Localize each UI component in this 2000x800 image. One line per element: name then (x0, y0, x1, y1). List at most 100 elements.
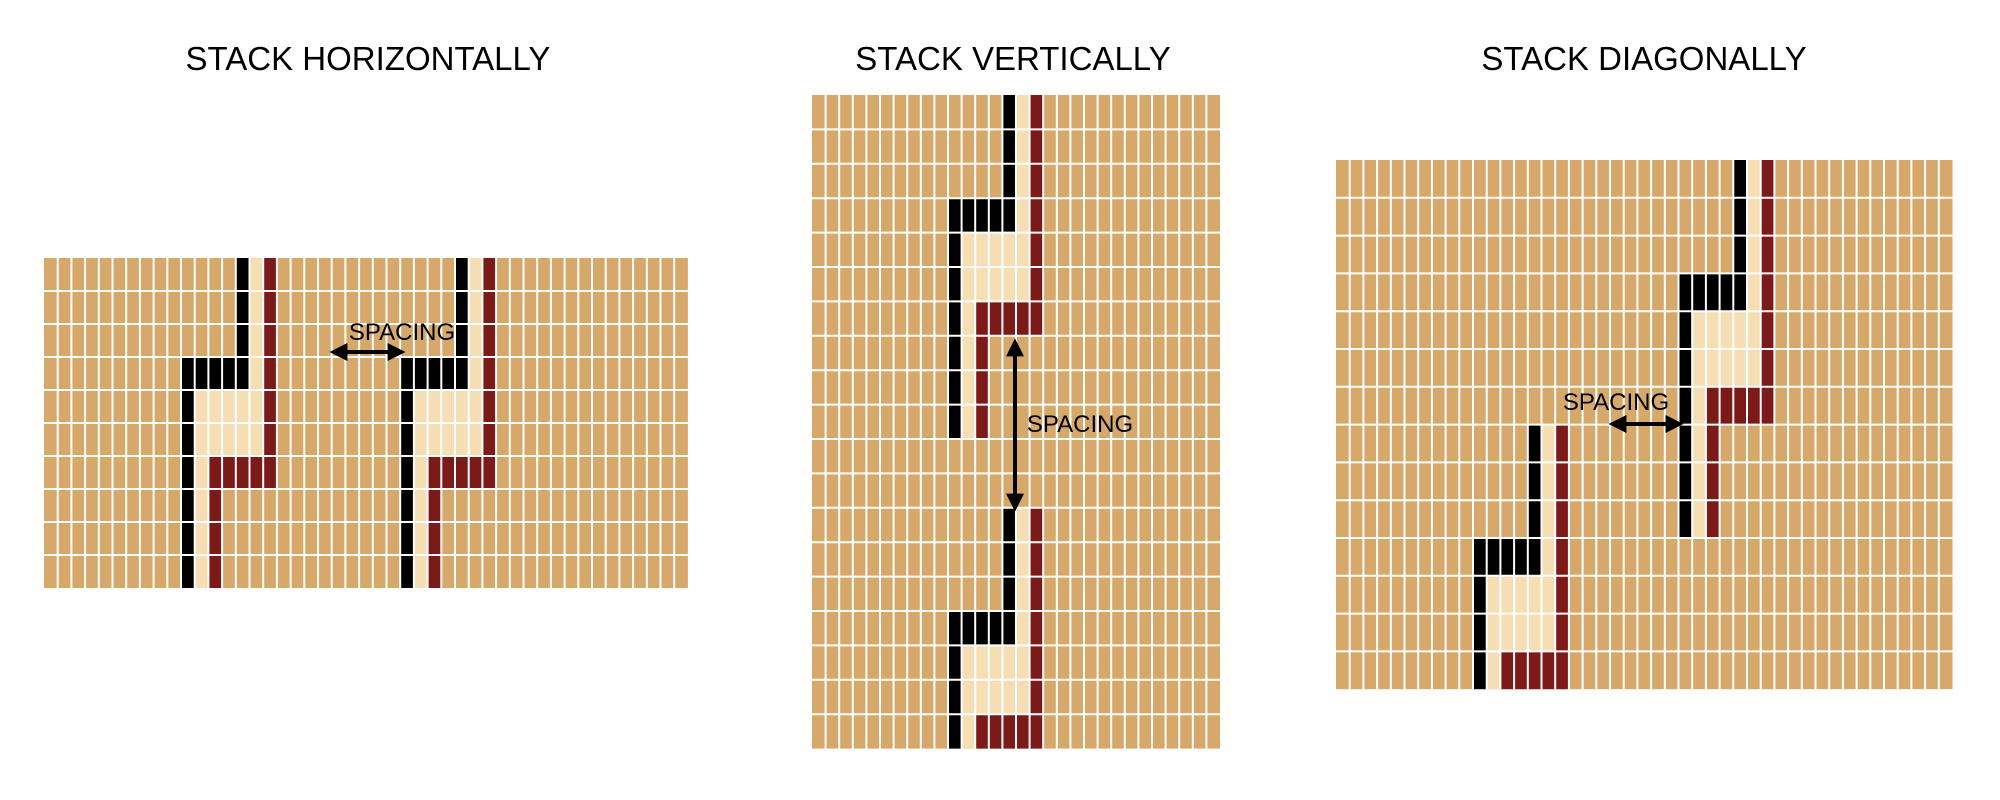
motif-cell (181, 522, 195, 555)
motif-cell (194, 489, 209, 522)
motif-cell (427, 555, 442, 588)
motif-cell (1016, 163, 1030, 199)
motif-cell (961, 611, 976, 646)
motif-cell (1514, 538, 1528, 576)
motif-cell (1029, 267, 1044, 302)
motif-cell (482, 390, 497, 423)
motif-cell (1541, 500, 1556, 538)
motif-cell (427, 423, 442, 456)
motif-cell (975, 335, 989, 371)
motif-cell (1527, 500, 1542, 538)
motif-cell (235, 291, 250, 324)
motif-cell (1016, 198, 1030, 233)
motif-cell (235, 324, 250, 357)
motif-cell (400, 522, 414, 555)
motif-cell (1719, 349, 1734, 387)
motif-cell (1029, 507, 1044, 543)
motif-cell (413, 489, 428, 522)
motif-cell (1705, 349, 1720, 387)
motif-cell (1016, 611, 1030, 646)
motif-cell (1029, 232, 1044, 267)
motif-cell (988, 267, 1003, 302)
motif-cell (208, 456, 223, 489)
motif-cell (208, 555, 223, 588)
motif-cell (1527, 575, 1542, 614)
motif-cell (1692, 424, 1706, 463)
motif-cell (1705, 462, 1720, 501)
motif-cell (1555, 538, 1569, 576)
motif-cell (1016, 267, 1030, 302)
motif-cell (441, 357, 455, 390)
motif-cell (1692, 500, 1706, 538)
motif-cell (194, 555, 209, 588)
motif-cell (948, 232, 962, 267)
motif-cell (975, 611, 989, 646)
motif-cell (455, 456, 469, 489)
motif-cell (1760, 273, 1775, 312)
motif-cell (1473, 651, 1487, 690)
motif-cell (249, 324, 264, 357)
motif-cell (1527, 613, 1542, 652)
motif-cell (1029, 576, 1044, 611)
motif-cell (208, 390, 223, 423)
motif-cell (263, 357, 277, 390)
motif-cell (1029, 611, 1044, 646)
motif-cell (1527, 651, 1542, 690)
motif-cell (988, 198, 1003, 233)
motif-cell (468, 456, 483, 489)
motif-cell (1002, 645, 1016, 680)
motif-cell (1016, 301, 1030, 336)
motif-cell (1527, 424, 1542, 463)
motif-cell (1678, 311, 1693, 349)
motif-cell (1002, 232, 1016, 267)
motif-cell (1692, 462, 1706, 501)
motif-cell (1692, 349, 1706, 387)
motif-cell (1541, 575, 1556, 614)
motif-cell (1678, 386, 1693, 425)
motif-cell (988, 232, 1003, 267)
motif-cell (1002, 95, 1016, 130)
motif-cell (1016, 576, 1030, 611)
motif-cell (1760, 386, 1775, 425)
motif-cell (1733, 349, 1747, 387)
motif-cell (400, 555, 414, 588)
motif-cell (1486, 575, 1501, 614)
motif-cell (1678, 424, 1693, 463)
motif-cell (1733, 311, 1747, 349)
motif-cell (1002, 301, 1016, 336)
motif-cell (482, 357, 497, 390)
motif-cell (263, 456, 277, 489)
motif-cell (222, 423, 236, 456)
motif-cell (961, 645, 976, 680)
motif-cell (1705, 500, 1720, 538)
motif-cell (948, 679, 962, 715)
motif-cell (1002, 714, 1016, 749)
motif-cell (1760, 349, 1775, 387)
panel-stack-horizontally: STACK HORIZONTALLY SPACING (44, 40, 688, 588)
motif-cell (455, 258, 469, 291)
motif-cell (1016, 129, 1030, 164)
motif-cell (1486, 538, 1501, 576)
motif-cell (948, 335, 962, 371)
motif-cell (948, 267, 962, 302)
motif-cell (1705, 424, 1720, 463)
motif-cell (1002, 576, 1016, 611)
spacing-label: SPACING (349, 319, 455, 346)
motif-cell (194, 456, 209, 489)
motif-cell (1514, 651, 1528, 690)
motif-cell (975, 267, 989, 302)
motif-cell (1016, 232, 1030, 267)
motif-cell (988, 679, 1003, 715)
motif-cell (961, 335, 976, 371)
motif-cell (1555, 651, 1569, 690)
motif-cell (1760, 311, 1775, 349)
motif-cell (1500, 613, 1515, 652)
motif-cell (1514, 613, 1528, 652)
motif-cell (1002, 163, 1016, 199)
motif-cell (1733, 235, 1747, 274)
motif-cell (1029, 198, 1044, 233)
spacing-label: SPACING (1563, 389, 1669, 416)
motif-cell (482, 423, 497, 456)
motif-cell (1678, 462, 1693, 501)
